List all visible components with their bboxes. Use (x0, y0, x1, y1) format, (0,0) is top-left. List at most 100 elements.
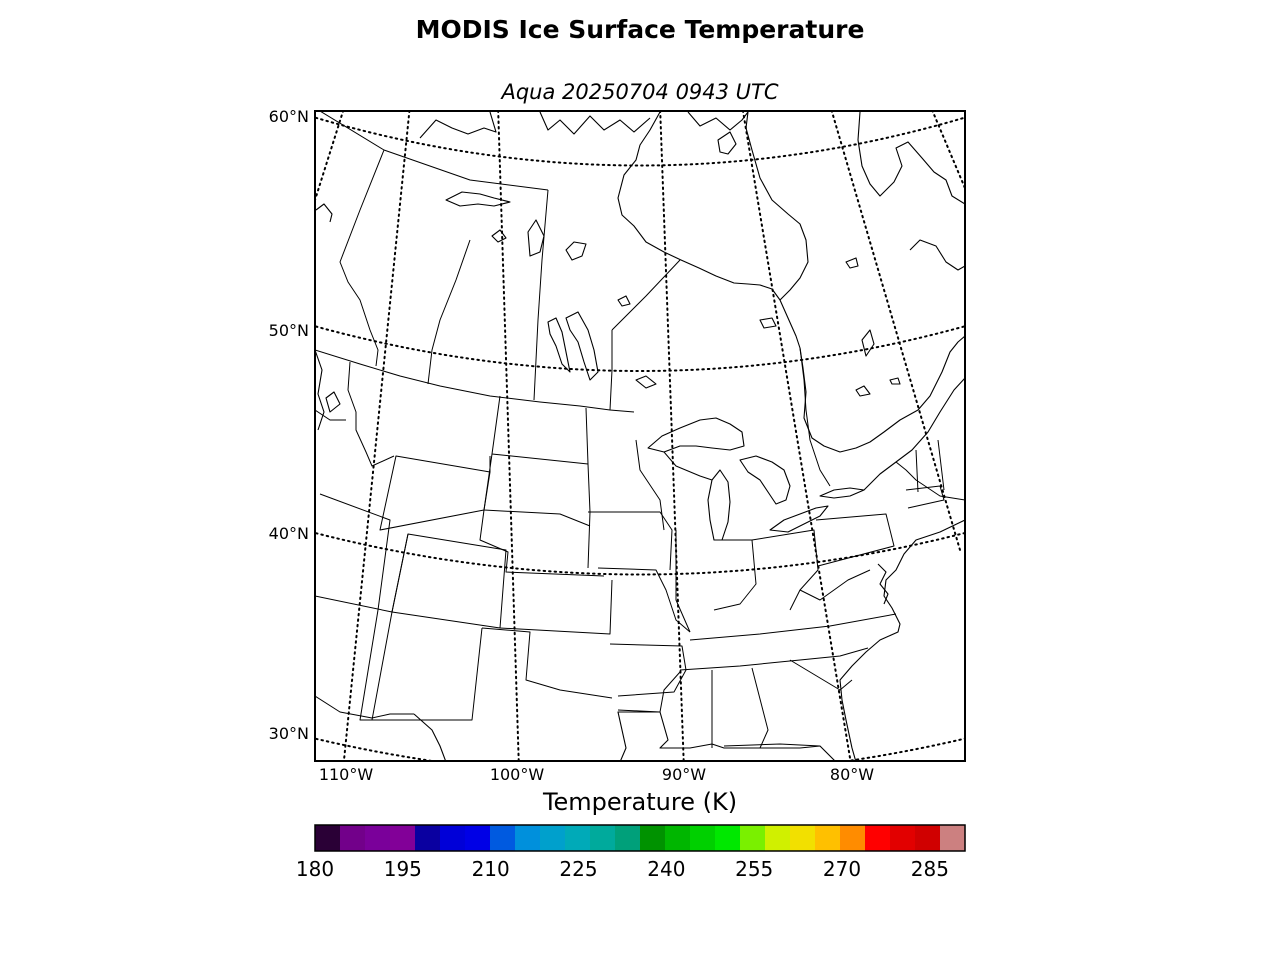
lake-wollaston (565, 241, 587, 261)
colorbar-tick-label: 225 (559, 857, 597, 881)
meridian-80w (741, 111, 852, 761)
map-background (315, 111, 965, 761)
colorbar-tick-label: 240 (647, 857, 685, 881)
coastline-pacific-bc (315, 349, 325, 431)
parallel-30n (315, 737, 965, 761)
border-bc-alberta (339, 149, 385, 367)
colorbar-tick-label: 210 (472, 857, 510, 881)
border-ontario-quebec (799, 347, 831, 487)
colorbar-segment (740, 825, 766, 851)
border-us-mn-wi (635, 439, 665, 531)
coastline-labrador (857, 111, 965, 205)
lake-erie (769, 505, 829, 533)
coastline-arctic-islands (419, 111, 497, 139)
colorbar-segment (540, 825, 566, 851)
parallel-40n (315, 531, 965, 576)
border-us-la (617, 671, 681, 713)
colorbar-segment (790, 825, 816, 851)
lon-label-110w: 110°W (319, 765, 374, 784)
lon-label-100w: 100°W (490, 765, 545, 784)
border-us-nm (371, 611, 483, 721)
lat-label-60n: 60°N (269, 107, 309, 126)
colorbar-segment (515, 825, 541, 851)
colorbar-segment (690, 825, 716, 851)
lake-small-5 (855, 385, 871, 397)
colorbar-segment (715, 825, 741, 851)
colorbar-segment (440, 825, 466, 851)
colorbar-segment (615, 825, 641, 851)
lon-label-90w: 90°W (662, 765, 706, 784)
coastline-quebec-north (909, 239, 965, 271)
border-quebec-us (895, 461, 965, 501)
lake-great-slave (445, 191, 511, 207)
graticule-meridians (315, 111, 965, 761)
colorbar-segment (315, 825, 341, 851)
graticule-parallels (315, 116, 965, 761)
colorbar-frame (314, 824, 966, 852)
coastline-hudson-bay-east (745, 111, 809, 301)
meridian-70w (830, 111, 961, 551)
border-us-nd-mn (585, 407, 591, 569)
lake-reindeer (527, 219, 545, 257)
colorbar-segment (565, 825, 591, 851)
border-us-al-ga (751, 667, 769, 749)
figure-title: MODIS Ice Surface Temperature (416, 15, 865, 44)
border-us-or-wa (315, 409, 346, 421)
longitude-labels: 110°W 100°W 90°W 80°W (319, 765, 874, 784)
colorbar-segment (365, 825, 391, 851)
colorbar-segment (840, 825, 866, 851)
border-manitoba-ontario (609, 330, 613, 411)
coastline-atlantic (839, 519, 965, 761)
coastline-st-lawrence (863, 377, 965, 491)
meridian-110w (342, 111, 411, 761)
border-us-ia (588, 511, 673, 571)
border-us-nv (319, 493, 391, 611)
colorbar-segment (765, 825, 791, 851)
border-us-mexico (371, 713, 414, 719)
colorbar-tick-label: 285 (911, 857, 949, 881)
coastlines (315, 111, 965, 761)
coastline-melville (315, 203, 333, 223)
colorbar-segment (490, 825, 516, 851)
colorbar-tick-label: 255 (735, 857, 773, 881)
border-us-ky-tn (689, 613, 897, 641)
border-us-ok-tx (481, 627, 613, 699)
border-us-montana-idaho (347, 361, 395, 467)
coastline-hudson-bay-west (617, 111, 965, 453)
colorbar-segment (665, 825, 691, 851)
lake-michigan (707, 469, 731, 541)
border-us-vt-nh (915, 439, 945, 493)
border-sask-manitoba (533, 189, 549, 401)
meridian-90w (659, 111, 685, 761)
border-us-pa-ny (815, 513, 895, 567)
colorbar-segment (415, 825, 441, 851)
border-us-ny-new-england (905, 485, 945, 509)
coastline-southampton (687, 111, 749, 131)
colorbar-label: Temperature (K) (542, 788, 737, 816)
lat-label-30n: 30°N (269, 724, 309, 743)
colorbar: Temperature (K) 180 195 210 225 240 255 270 285 (296, 788, 966, 881)
coastline-chesapeake (877, 563, 889, 605)
lake-athabasca (491, 229, 507, 243)
border-us-wv-va (799, 569, 871, 601)
colorbar-tick-label: 270 (823, 857, 861, 881)
border-us-az (359, 609, 379, 721)
lake-small-3 (845, 257, 859, 269)
border-us-in-oh (713, 539, 757, 611)
border-us-fl-ga (723, 743, 821, 747)
parallel-50n (315, 325, 965, 372)
colorbar-segment (640, 825, 666, 851)
colorbar-segment (915, 825, 941, 851)
lake-small-2 (717, 131, 737, 155)
lake-manitoba (547, 317, 571, 373)
border-manitoba-ontario-diag (611, 259, 681, 331)
meridian-100w (497, 111, 520, 761)
coastline-arctic-islands-2 (539, 111, 651, 135)
lake-small-7 (759, 317, 777, 329)
meridian-60w (931, 111, 965, 191)
colorbar-segment (590, 825, 616, 851)
latitude-labels: 60°N 50°N 40°N 30°N (269, 107, 309, 743)
border-us-ks-ok (499, 579, 613, 635)
lat-label-50n: 50°N (269, 321, 309, 340)
